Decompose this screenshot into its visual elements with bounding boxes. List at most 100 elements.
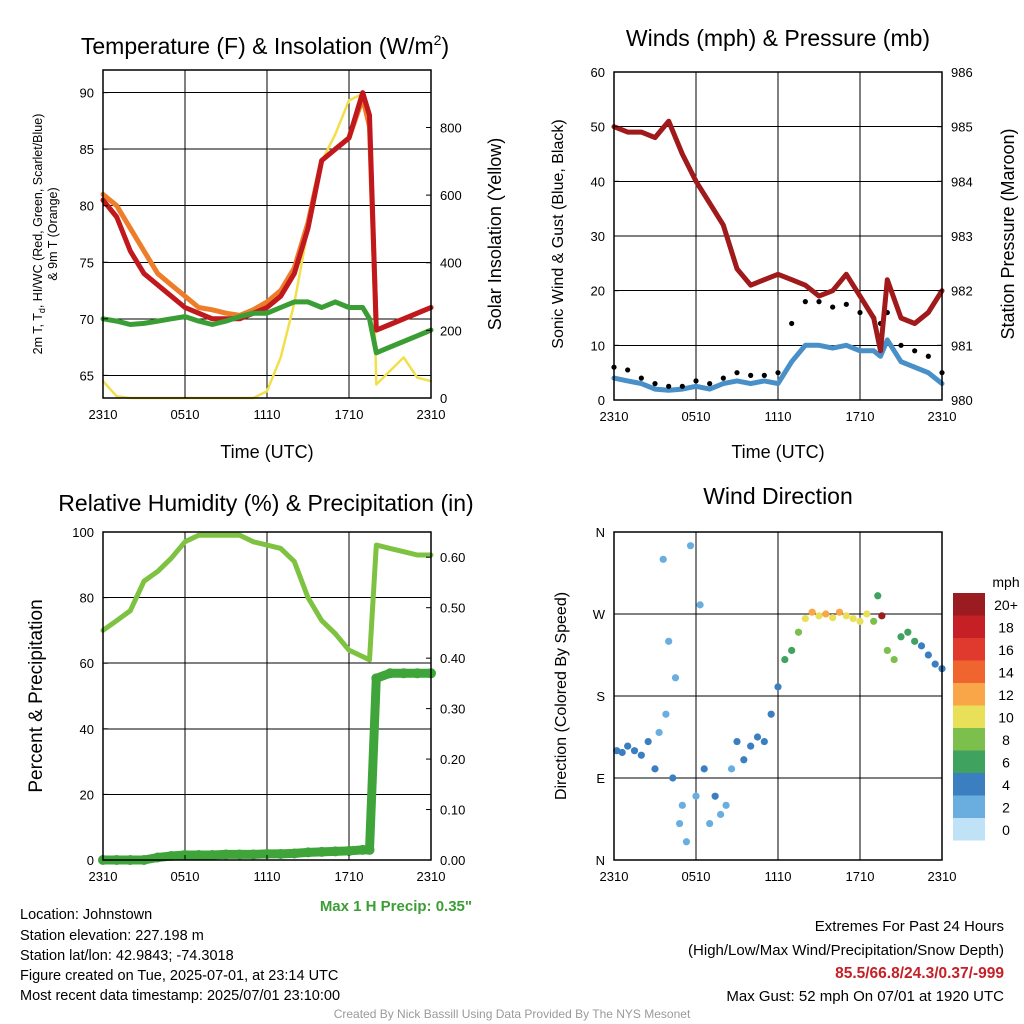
colorbar-swatch	[953, 795, 985, 818]
precip-point	[289, 848, 300, 859]
direction-point	[842, 612, 850, 620]
gust-point	[693, 378, 699, 384]
precip-point	[357, 844, 368, 855]
y-tick-label: 75	[80, 255, 94, 270]
y-right-tick-label: 600	[440, 188, 462, 203]
precip-point	[344, 845, 354, 856]
colorbar-swatch	[953, 750, 985, 773]
y-right-tick-label: 200	[440, 323, 462, 338]
y-right-tick-label: 0.40	[440, 651, 465, 666]
precip-point	[371, 673, 382, 684]
x-tick-label: 0510	[682, 869, 711, 884]
panel-temperature: Temperature (F) & Insolation (W/m2) 65 70…	[31, 32, 505, 462]
x-tick-label: 2310	[928, 409, 957, 424]
y-right-tick-label: 986	[951, 65, 973, 80]
rh-ylabel: Percent & Precipitation	[26, 599, 47, 792]
x-tick-label: 0510	[171, 407, 200, 422]
y-tick-label: 40	[591, 174, 605, 189]
direction-point	[774, 683, 782, 691]
gust-point	[707, 381, 713, 387]
gust-point	[666, 383, 672, 389]
gust-point	[652, 381, 658, 387]
precip-point	[152, 852, 163, 863]
colorbar-label: 10	[998, 710, 1014, 726]
colorbar-swatch	[953, 615, 985, 638]
x-tick-label: 1110	[765, 869, 792, 884]
colorbar-label: 14	[998, 665, 1014, 681]
rh-grid	[103, 532, 431, 860]
colorbar-swatch	[953, 728, 985, 751]
direction-point	[801, 614, 809, 623]
precip-point	[303, 847, 313, 858]
y-tick-label: 50	[591, 120, 605, 135]
x-tick-label: 0510	[682, 409, 711, 424]
direction-point	[870, 617, 878, 625]
direction-point	[760, 737, 768, 746]
panel-winds: Winds (mph) & Pressure (mb) 0 10 20 30 40 50 6…	[550, 25, 1018, 462]
max-gust: Max Gust: 52 mph On 07/01 at 1920 UTC	[726, 988, 1004, 1005]
dir-title: Wind Direction	[703, 483, 853, 509]
direction-point	[692, 792, 700, 800]
info-created: Figure created on Tue, 2025-07-01, at 23…	[20, 968, 339, 984]
x-tick-label: 2310	[417, 869, 446, 884]
direction-point	[665, 637, 673, 645]
colorbar-label: 20+	[994, 597, 1018, 613]
wind-speed-line	[611, 337, 945, 393]
colorbar-label: 4	[1002, 777, 1010, 793]
direction-point	[630, 747, 639, 755]
rh-line	[100, 532, 434, 663]
y-tick-label: 100	[72, 525, 94, 540]
direction-point	[835, 608, 844, 616]
precip-point	[207, 849, 218, 860]
direction-point	[767, 710, 775, 718]
wind-series	[611, 118, 945, 393]
temp-series	[100, 90, 434, 400]
gust-point	[898, 342, 904, 348]
rh-left-ticks: 0 20 40 60 80 100	[72, 525, 108, 868]
direction-point	[696, 601, 704, 609]
y-right-tick-label: 982	[951, 284, 973, 299]
temp-right-ticks: 0 200 400 600 800	[426, 120, 462, 406]
colorbar-swatch	[953, 773, 985, 796]
direction-point	[740, 756, 748, 764]
wind-left-ticks: 0 10 20 30 40 50 60	[591, 65, 619, 408]
dir-ylabel: Direction (Colored By Speed)	[553, 592, 570, 800]
wind-title: Winds (mph) & Pressure (mb)	[626, 25, 930, 51]
direction-point	[808, 608, 816, 616]
x-tick-label: 1110	[254, 869, 281, 884]
y-right-tick-label: 400	[440, 256, 462, 271]
colorbar-label: 0	[1002, 822, 1010, 838]
y-tick-label: 60	[80, 656, 94, 671]
series-line-1	[100, 299, 434, 356]
extremes-title: Extremes For Past 24 Hours	[814, 918, 1004, 935]
dir-grid	[614, 532, 942, 860]
y-right-tick-label: 985	[951, 120, 973, 135]
direction-point	[788, 646, 796, 655]
precip-point	[316, 846, 327, 857]
direction-point	[678, 801, 686, 809]
y-tick-label: S	[596, 689, 605, 704]
precip-point	[248, 849, 259, 860]
gust-point	[830, 304, 836, 310]
y-right-tick-label: 0.30	[440, 702, 465, 717]
y-tick-label: 70	[80, 312, 94, 327]
colorbar-title: mph	[992, 574, 1019, 590]
y-right-tick-label: 800	[440, 120, 462, 135]
wind-xlabel: Time (UTC)	[731, 442, 824, 462]
series-line-0	[100, 90, 434, 333]
extremes-values: 85.5/66.8/24.3/0.37/-999	[835, 965, 1004, 982]
y-right-tick-label: 983	[951, 229, 973, 244]
direction-point	[856, 617, 864, 625]
y-tick-label: 60	[591, 65, 605, 80]
y-tick-label: 0	[598, 393, 605, 408]
gust-point	[912, 348, 918, 354]
x-tick-label: 2310	[89, 869, 118, 884]
direction-point	[733, 737, 741, 746]
y-tick-label: 10	[591, 338, 605, 353]
y-right-tick-label: 981	[951, 338, 973, 353]
y-right-tick-label: 984	[951, 174, 973, 189]
direction-point	[849, 614, 857, 623]
direction-point	[651, 765, 659, 773]
